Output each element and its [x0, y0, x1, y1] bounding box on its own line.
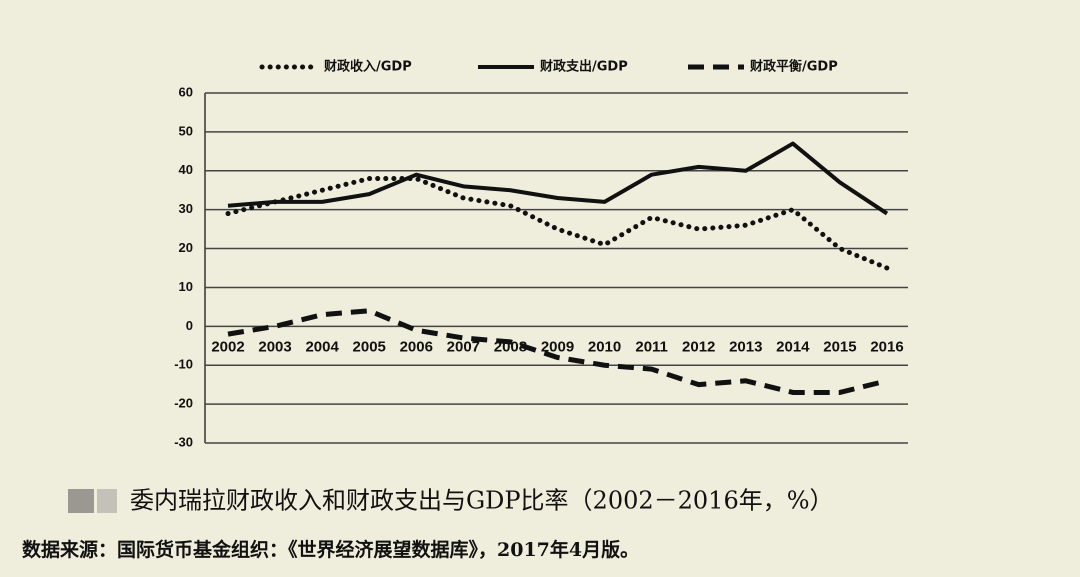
x-tick-label: 2007 [447, 338, 480, 355]
y-tick-label: 20 [179, 240, 193, 255]
y-tick-label: -30 [174, 434, 193, 449]
x-tick-label: 2013 [729, 338, 762, 355]
x-tick-label: 2009 [541, 338, 574, 355]
y-tick-label: 40 [179, 162, 193, 177]
y-tick-label: 0 [186, 318, 193, 333]
x-tick-label: 2010 [588, 338, 621, 355]
x-tick-label: 2003 [258, 338, 291, 355]
y-tick-label: 30 [179, 201, 193, 216]
legend-label: 财政支出/GDP [540, 59, 628, 75]
x-tick-label: 2002 [211, 338, 244, 355]
legend-label: 财政平衡/GDP [750, 59, 838, 75]
x-tick-label: 2016 [870, 338, 903, 355]
chart-title: 委内瑞拉财政收入和财政支出与GDP比率（2002－2016年，%） [130, 487, 834, 515]
series-line [225, 176, 890, 271]
y-tick-label: -20 [174, 396, 193, 411]
x-tick-label: 2014 [776, 338, 810, 355]
x-tick-label: 2012 [682, 338, 715, 355]
figure-number-blur [68, 489, 94, 513]
figure-number-blur [97, 489, 117, 513]
x-tick-label: 2005 [353, 338, 386, 355]
y-tick-label: 10 [179, 279, 193, 294]
source-note: 数据来源：国际货币基金组织：《世界经济展望数据库》，2017年4月版。 [22, 538, 639, 561]
y-tick-label: 60 [179, 84, 193, 99]
y-tick-label: 50 [179, 123, 193, 138]
x-tick-label: 2011 [635, 338, 668, 355]
x-tick-label: 2004 [305, 338, 339, 355]
x-tick-label: 2006 [400, 338, 433, 355]
x-tick-label: 2015 [823, 338, 856, 355]
y-tick-label: -10 [174, 357, 193, 372]
series-line [227, 141, 889, 216]
legend-label: 财政收入/GDP [324, 59, 412, 75]
series-line [227, 308, 888, 395]
